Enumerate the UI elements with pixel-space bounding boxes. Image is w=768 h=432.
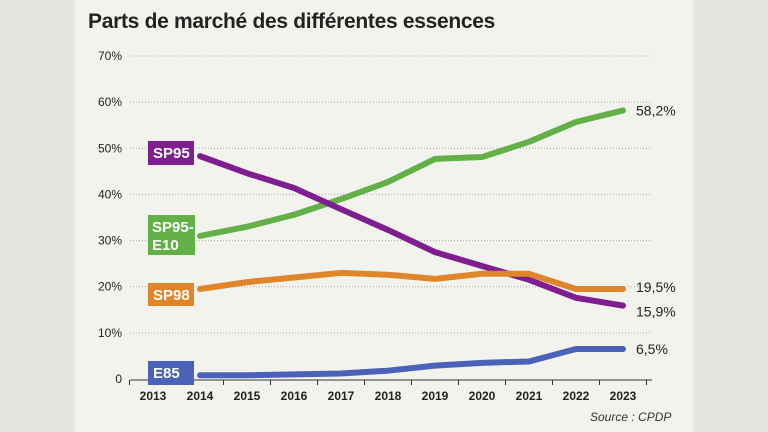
x-tick-label: 2021 bbox=[516, 389, 543, 403]
data-point bbox=[575, 121, 577, 123]
data-point bbox=[246, 226, 248, 228]
x-tick-label: 2020 bbox=[469, 389, 496, 403]
data-point bbox=[340, 198, 342, 200]
series-line-sp98 bbox=[197, 269, 626, 293]
data-point bbox=[293, 373, 295, 375]
data-point bbox=[622, 305, 624, 307]
source-note: Source : CPDP bbox=[590, 410, 672, 424]
data-point bbox=[199, 374, 201, 376]
series-label-box bbox=[148, 283, 194, 306]
data-point bbox=[293, 187, 295, 189]
y-tick-label: 10% bbox=[98, 326, 122, 340]
y-tick-label: 60% bbox=[98, 95, 122, 109]
data-point bbox=[293, 276, 295, 278]
series-label: E85 bbox=[153, 365, 180, 382]
data-point bbox=[528, 279, 530, 281]
data-point bbox=[575, 297, 577, 299]
data-point bbox=[575, 348, 577, 350]
x-tick-label: 2015 bbox=[234, 389, 261, 403]
data-point bbox=[622, 288, 624, 290]
data-point bbox=[434, 251, 436, 253]
x-tick-label: 2013 bbox=[140, 389, 167, 403]
data-point bbox=[246, 374, 248, 376]
x-tick-label: 2014 bbox=[187, 389, 214, 403]
x-tick-label: 2023 bbox=[610, 389, 637, 403]
x-tick-label: 2019 bbox=[422, 389, 449, 403]
x-tick-label: 2018 bbox=[375, 389, 402, 403]
data-point bbox=[387, 181, 389, 183]
data-point bbox=[528, 141, 530, 143]
series-label: SP98 bbox=[153, 287, 190, 304]
y-tick-label: 20% bbox=[98, 280, 122, 294]
x-tick-label: 2016 bbox=[281, 389, 308, 403]
data-point bbox=[622, 109, 624, 111]
data-point bbox=[575, 288, 577, 290]
data-point bbox=[528, 273, 530, 275]
data-point bbox=[293, 214, 295, 216]
end-value-label: 15,9% bbox=[636, 304, 676, 320]
data-point bbox=[481, 362, 483, 364]
end-value-label: 6,5% bbox=[636, 341, 668, 357]
series-line-sp95 bbox=[197, 153, 626, 309]
end-value-label: 19,5% bbox=[636, 279, 676, 295]
y-tick-label: 40% bbox=[98, 187, 122, 201]
series-label: SP95 bbox=[153, 145, 190, 162]
data-point bbox=[434, 365, 436, 367]
y-tick-label: 50% bbox=[98, 141, 122, 155]
chart-title: Parts de marché des différentes essences bbox=[88, 10, 496, 33]
series-label-box bbox=[148, 361, 194, 385]
data-point bbox=[481, 156, 483, 158]
series-line-e85 bbox=[197, 346, 626, 379]
data-point bbox=[434, 158, 436, 160]
y-tick-label: 70% bbox=[98, 49, 122, 63]
data-point bbox=[528, 360, 530, 362]
series-label: SP95- bbox=[152, 219, 194, 236]
data-point bbox=[434, 278, 436, 280]
data-point bbox=[387, 229, 389, 231]
end-value-label: 58,2% bbox=[636, 102, 676, 118]
series-label-box bbox=[148, 141, 194, 165]
data-point bbox=[199, 235, 201, 237]
data-point bbox=[387, 274, 389, 276]
data-point bbox=[199, 288, 201, 290]
data-point bbox=[387, 370, 389, 372]
y-tick-label: 30% bbox=[98, 234, 122, 248]
data-point bbox=[481, 273, 483, 275]
data-point bbox=[246, 172, 248, 174]
series-line-sp95-e10 bbox=[197, 107, 626, 239]
data-point bbox=[481, 265, 483, 267]
series-label: E10 bbox=[152, 237, 179, 254]
x-tick-label: 2017 bbox=[328, 389, 355, 403]
data-point bbox=[199, 155, 201, 157]
y-tick-label: 0 bbox=[115, 372, 122, 386]
data-point bbox=[340, 208, 342, 210]
data-point bbox=[246, 281, 248, 283]
x-tick-label: 2022 bbox=[563, 389, 590, 403]
data-point bbox=[340, 372, 342, 374]
data-point bbox=[340, 272, 342, 274]
data-point bbox=[622, 348, 624, 350]
series-label-box bbox=[148, 215, 195, 255]
